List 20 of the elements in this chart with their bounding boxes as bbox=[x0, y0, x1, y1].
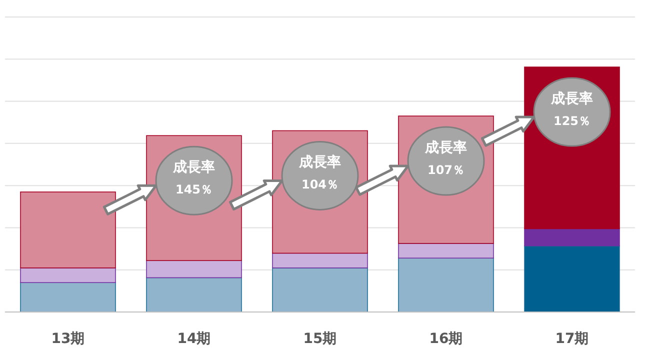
bar bbox=[146, 277, 242, 312]
annotation: 成長率 125％ bbox=[550, 90, 593, 128]
bar bbox=[398, 243, 494, 258]
bar bbox=[272, 268, 368, 312]
bar bbox=[398, 258, 494, 312]
bar bbox=[20, 282, 116, 312]
bar bbox=[272, 252, 368, 268]
x-tick-label: 13期 bbox=[51, 331, 85, 347]
annotation: 成長率 107％ bbox=[424, 139, 467, 177]
annotation: 成長率 145％ bbox=[172, 158, 215, 197]
bar bbox=[146, 260, 242, 278]
annotation: 成長率 104％ bbox=[298, 154, 341, 192]
bar bbox=[20, 268, 116, 283]
x-tick-label: 17期 bbox=[555, 331, 589, 347]
bar bbox=[524, 245, 620, 312]
x-tick-label: 16期 bbox=[429, 331, 463, 347]
bar bbox=[20, 192, 116, 268]
x-tick-label: 15期 bbox=[303, 331, 337, 347]
x-tick-label: 14期 bbox=[177, 331, 211, 347]
bar bbox=[524, 228, 620, 246]
